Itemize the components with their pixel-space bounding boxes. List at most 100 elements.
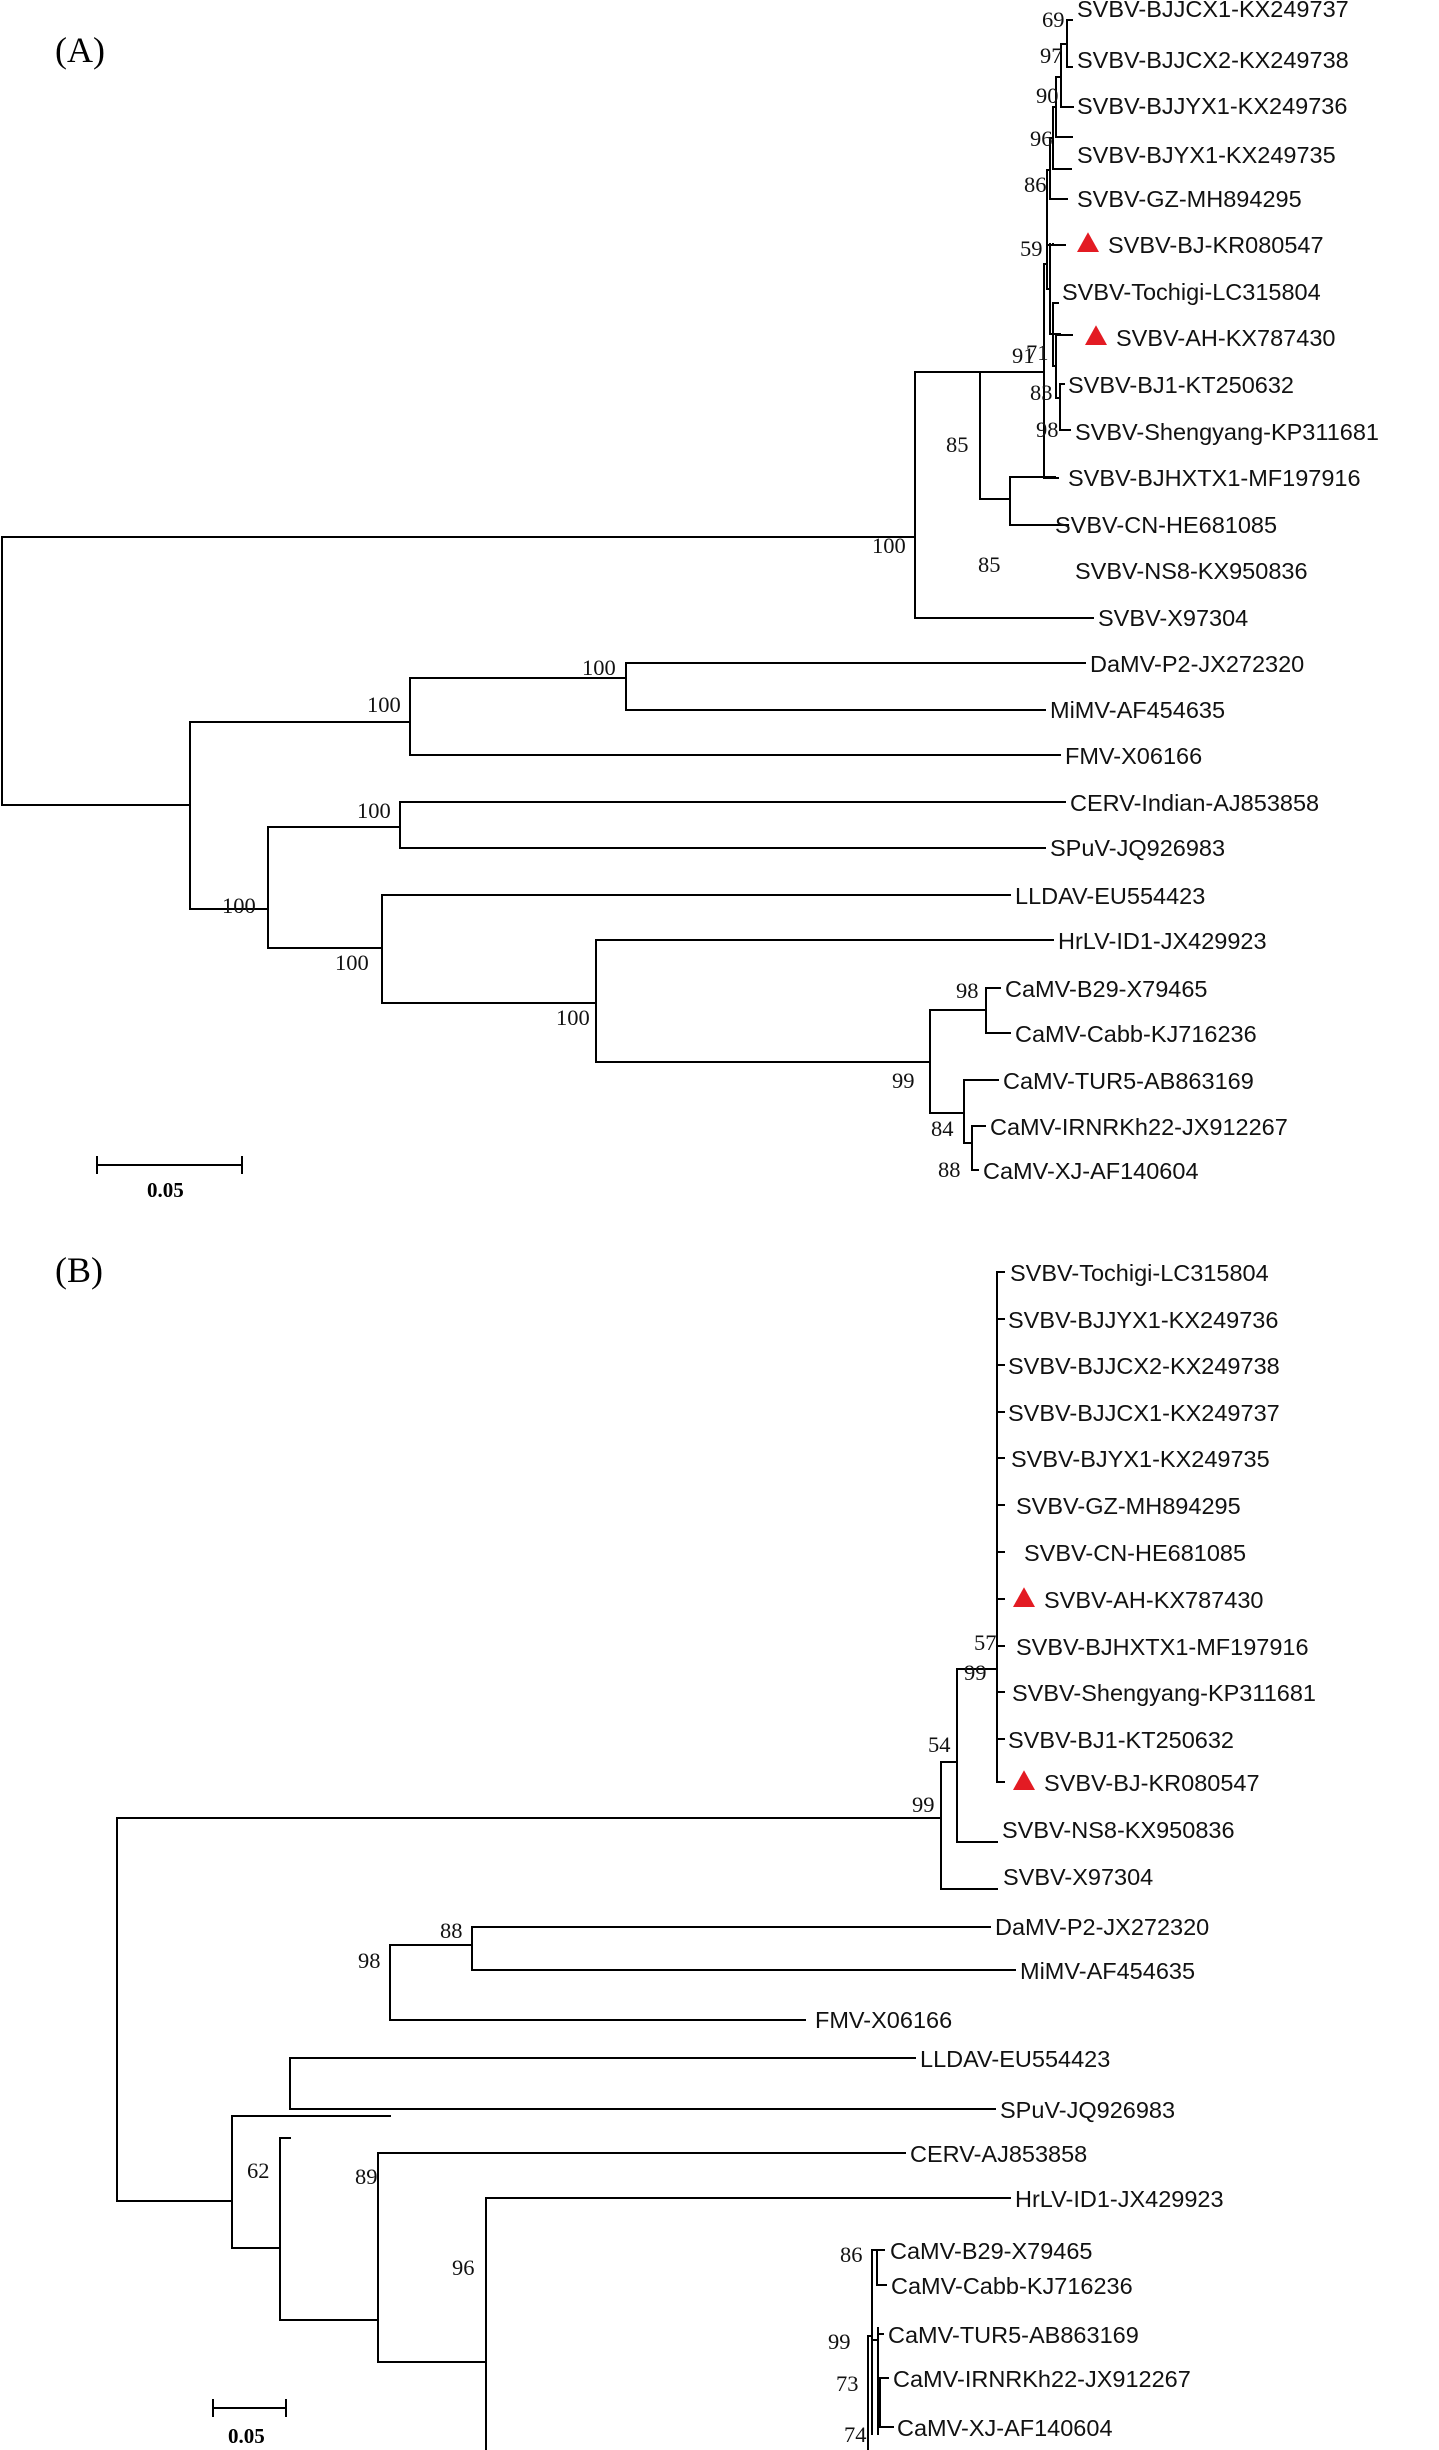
panel-b-leaf-label: FMV-X06166 — [815, 2007, 952, 2033]
panel-b-leaf-label: MiMV-AF454635 — [1020, 1958, 1195, 1984]
panel-a-bootstrap-value: 100 — [222, 893, 256, 918]
panel-a-bootstrap-value: 84 — [931, 1116, 954, 1141]
panel-b-bootstrap-value: 99 — [828, 2329, 851, 2354]
panel-b-leaf-label: SVBV-NS8-KX950836 — [1002, 1817, 1235, 1843]
panel-a-label: (A) — [55, 30, 105, 70]
panel-b-leaf-label: SVBV-BJ1-KT250632 — [1008, 1727, 1234, 1753]
panel-a-leaf-labels: SVBV-BJJCX1-KX249737 SVBV-BJJCX2-KX24973… — [983, 0, 1379, 1184]
panel-b-bootstrap-value: 86 — [840, 2242, 863, 2267]
red-triangle-marker-icon — [1013, 1770, 1035, 1790]
panel-a-bootstrap-value: 99 — [892, 1068, 915, 1093]
panel-b-bootstrap-value: 73 — [836, 2371, 859, 2396]
panel-a-leaf-label: CaMV-TUR5-AB863169 — [1003, 1068, 1254, 1094]
scale-bar-label: 0.05 — [228, 2424, 265, 2448]
panel-b-leaf-label: SVBV-Shengyang-KP311681 — [1012, 1680, 1316, 1706]
panel-a-leaf-label: CaMV-Cabb-KJ716236 — [1015, 1021, 1257, 1047]
panel-a-leaf-label: SVBV-Tochigi-LC315804 — [1062, 279, 1321, 305]
panel-a-bootstrap-value: 86 — [1024, 172, 1047, 197]
panel-a-bootstrap-value: 100 — [582, 655, 616, 680]
panel-b-bootstrap-value: 99 — [912, 1792, 935, 1817]
panel-a-leaf-label: SVBV-BJJCX1-KX249737 — [1077, 0, 1349, 22]
panel-b-bootstrap-value: 54 — [928, 1732, 951, 1757]
panel-b-leaf-label: SPuV-JQ926983 — [1000, 2097, 1175, 2123]
panel-b-bootstrap-value: 99 — [964, 1660, 987, 1685]
panel-b-leaf-label: SVBV-X97304 — [1003, 1864, 1153, 1890]
scale-bar-label: 0.05 — [147, 1178, 184, 1202]
panel-a-bootstrap-value: 90 — [1036, 83, 1059, 108]
panel-b-leaf-label: CaMV-XJ-AF140604 — [897, 2415, 1113, 2441]
panel-b-leaf-label: CaMV-Cabb-KJ716236 — [891, 2273, 1133, 2299]
panel-a-leaf-label: SVBV-X97304 — [1098, 605, 1248, 631]
panel-b-leaf-label: SVBV-Tochigi-LC315804 — [1010, 1260, 1269, 1286]
panel-a-bootstrap-value: 96 — [1030, 126, 1053, 151]
panel-a-leaf-label: MiMV-AF454635 — [1050, 697, 1225, 723]
panel-a-leaf-label: SVBV-BJJCX2-KX249738 — [1077, 47, 1349, 73]
panel-a-leaf-label: CaMV-XJ-AF140604 — [983, 1158, 1199, 1184]
panel-a-leaf-label: CaMV-B29-X79465 — [1005, 976, 1207, 1002]
panel-b-leaf-label: LLDAV-EU554423 — [920, 2046, 1110, 2072]
panel-a-leaf-label: DaMV-P2-JX272320 — [1090, 651, 1304, 677]
panel-a-bootstrap-value: 85 — [978, 552, 1001, 577]
panel-a-leaf-label: CaMV-IRNRKh22-JX912267 — [990, 1114, 1288, 1140]
panel-a-leaf-label: SVBV-GZ-MH894295 — [1077, 186, 1302, 212]
panel-b-leaf-label: SVBV-BJ-KR080547 — [1044, 1770, 1260, 1796]
red-triangle-marker-icon — [1013, 1587, 1035, 1607]
panel-a-leaf-label: CERV-Indian-AJ853858 — [1070, 790, 1319, 816]
panel-a-leaf-label: SVBV-BJHXTX1-MF197916 — [1068, 465, 1361, 491]
panel-b-leaf-label: SVBV-BJJCX1-KX249737 — [1008, 1400, 1280, 1426]
panel-a-leaf-label: SVBV-Shengyang-KP311681 — [1075, 419, 1379, 445]
panel-a-bootstrap-value: 88 — [938, 1157, 961, 1182]
panel-b-leaf-label: SVBV-CN-HE681085 — [1024, 1540, 1246, 1566]
panel-b-leaf-label: SVBV-BJJYX1-KX249736 — [1008, 1307, 1278, 1333]
panel-a-bootstrap-value: 98 — [1036, 417, 1059, 442]
panel-b-leaf-label: CaMV-TUR5-AB863169 — [888, 2322, 1139, 2348]
panel-b-leaf-label: CERV-AJ853858 — [910, 2141, 1087, 2167]
panel-b: (B) — [55, 1250, 1316, 2450]
panel-a-leaf-label: SVBV-BJ1-KT250632 — [1068, 372, 1294, 398]
red-triangle-marker-icon — [1085, 325, 1107, 345]
panel-b-leaf-label: HrLV-ID1-JX429923 — [1015, 2186, 1224, 2212]
panel-a-leaf-label: SVBV-AH-KX787430 — [1116, 325, 1335, 351]
panel-b-branches — [116, 1271, 1016, 2450]
panel-a-leaf-label: SVBV-BJJYX1-KX249736 — [1077, 93, 1347, 119]
panel-b-bootstrap-value: 62 — [247, 2158, 270, 2183]
panel-a-leaf-label: LLDAV-EU554423 — [1015, 883, 1205, 909]
panel-b-leaf-label: SVBV-GZ-MH894295 — [1016, 1493, 1241, 1519]
panel-a-leaf-label: SVBV-NS8-KX950836 — [1075, 558, 1308, 584]
panel-b-bootstrap-values: 57 99 54 99 88 98 62 89 96 86 99 73 74 — [247, 1630, 997, 2447]
panel-a-bootstrap-value: 85 — [946, 432, 969, 457]
panel-b-scale-bar: 0.05 — [212, 2399, 287, 2448]
panel-a-bootstrap-value: 71 — [1026, 340, 1049, 365]
panel-a-bootstrap-value: 59 — [1020, 236, 1043, 261]
panel-b-leaf-label: SVBV-AH-KX787430 — [1044, 1587, 1263, 1613]
panel-b-label: (B) — [55, 1250, 103, 1290]
panel-a-bootstrap-value: 100 — [357, 798, 391, 823]
panel-b-leaf-label: CaMV-IRNRKh22-JX912267 — [893, 2366, 1191, 2392]
panel-b-leaf-labels: SVBV-Tochigi-LC315804 SVBV-BJJYX1-KX2497… — [815, 1260, 1316, 2441]
panel-a-leaf-label: HrLV-ID1-JX429923 — [1058, 928, 1267, 954]
panel-a-scale-bar: 0.05 — [96, 1156, 243, 1202]
panel-b-leaf-label: SVBV-BJJCX2-KX249738 — [1008, 1353, 1280, 1379]
panel-a-bootstrap-value: 69 — [1042, 7, 1065, 32]
panel-a-bootstrap-values: 69 97 90 96 86 59 91 71 83 98 85 100 85 … — [222, 7, 1065, 1182]
panel-b-bootstrap-value: 74 — [844, 2422, 867, 2447]
panel-b-leaf-label: DaMV-P2-JX272320 — [995, 1914, 1209, 1940]
panel-a-leaf-label: SVBV-BJ-KR080547 — [1108, 232, 1324, 258]
panel-a-bootstrap-value: 100 — [872, 533, 906, 558]
panel-a-bootstrap-value: 100 — [367, 692, 401, 717]
panel-a-bootstrap-value: 100 — [335, 950, 369, 975]
panel-b-bootstrap-value: 88 — [440, 1918, 463, 1943]
red-triangle-marker-icon — [1077, 232, 1099, 252]
panel-a-bootstrap-value: 100 — [556, 1005, 590, 1030]
panel-a-bootstrap-value: 83 — [1030, 380, 1053, 405]
panel-b-leaf-label: SVBV-BJHXTX1-MF197916 — [1016, 1634, 1309, 1660]
panel-a-leaf-label: SVBV-BJYX1-KX249735 — [1077, 142, 1336, 168]
panel-a-bootstrap-value: 91 — [1012, 343, 1035, 368]
panel-b-leaf-label: SVBV-BJYX1-KX249735 — [1011, 1446, 1270, 1472]
panel-b-bootstrap-value: 57 — [974, 1630, 997, 1655]
panel-a-bootstrap-value: 97 — [1040, 43, 1063, 68]
panel-b-leaf-label: CaMV-B29-X79465 — [890, 2238, 1092, 2264]
panel-a-branches — [1, 19, 1094, 1171]
